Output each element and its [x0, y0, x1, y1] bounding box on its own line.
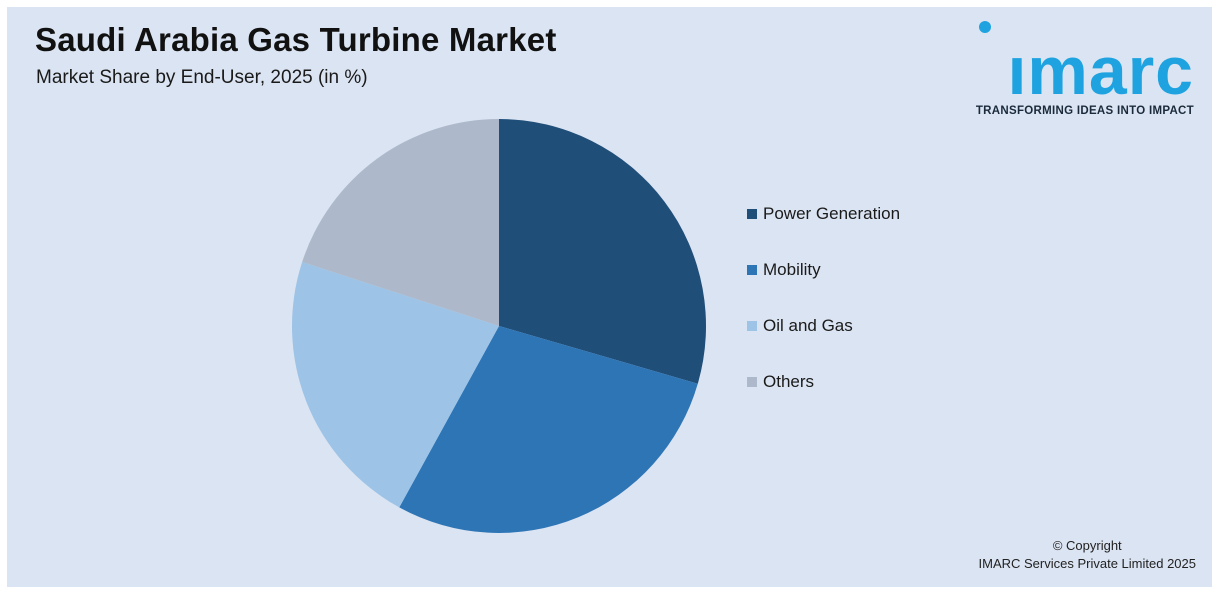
pie-slice-oil-and-gas — [292, 262, 499, 508]
imarc-logo: ımarc TRANSFORMING IDEAS INTO IMPACT — [960, 19, 1200, 119]
pie-slice-power-generation — [499, 119, 706, 384]
legend-label: Power Generation — [763, 204, 901, 223]
pie-slice-mobility — [399, 326, 698, 533]
pie-chart — [292, 119, 706, 533]
logo-wordmark: ımarc — [1007, 33, 1194, 109]
legend-item-oil-and-gas: Oil and Gas — [747, 315, 900, 337]
legend-item-power-generation: Power Generation — [747, 203, 900, 225]
legend-label: Oil and Gas — [763, 316, 853, 335]
copyright-line: © Copyright — [1052, 538, 1122, 553]
copyright-company: IMARC Services Private Limited 2025 — [978, 556, 1196, 571]
chart-legend: Power Generation Mobility Oil and Gas Other… — [747, 203, 900, 427]
legend-swatch — [747, 265, 757, 275]
legend-swatch — [747, 377, 757, 387]
chart-title: Saudi Arabia Gas Turbine Market — [35, 21, 557, 58]
logo-tagline: TRANSFORMING IDEAS INTO IMPACT — [975, 105, 1194, 117]
legend-item-mobility: Mobility — [747, 259, 900, 281]
legend-label: Others — [763, 372, 815, 391]
legend-swatch — [747, 209, 757, 219]
copyright-notice: © Copyright IMARC Services Private Limit… — [979, 537, 1196, 573]
legend-item-others: Others — [747, 371, 900, 393]
chart-frame: Saudi Arabia Gas Turbine Market Market S… — [7, 7, 1212, 587]
logo-dot-icon — [979, 21, 991, 33]
legend-label: Mobility — [763, 260, 821, 279]
chart-subtitle: Market Share by End-User, 2025 (in %) — [36, 67, 368, 88]
pie-slice-others — [302, 119, 499, 326]
legend-swatch — [747, 321, 757, 331]
